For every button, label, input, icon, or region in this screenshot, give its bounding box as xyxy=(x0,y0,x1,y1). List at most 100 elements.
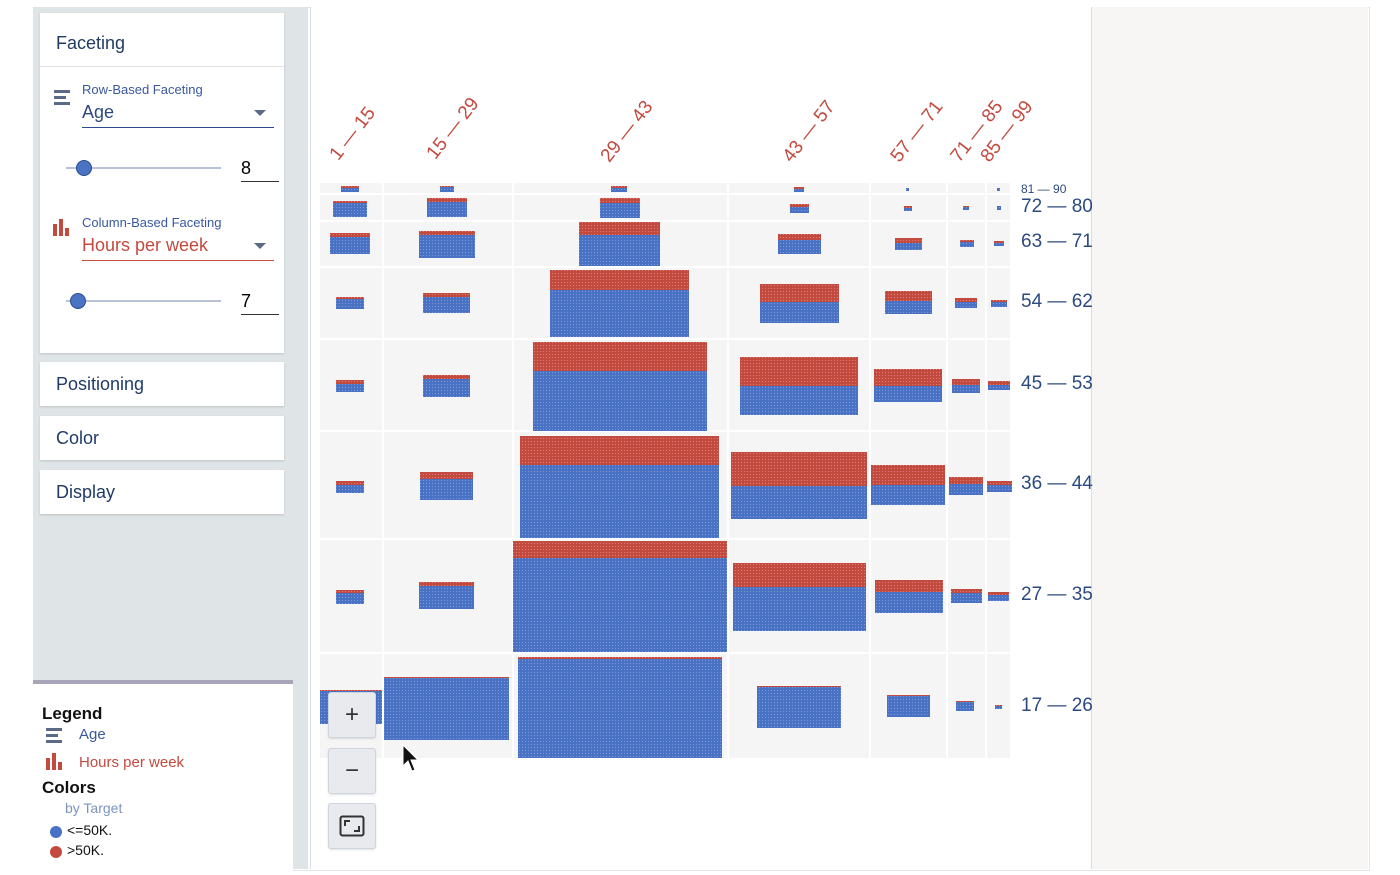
column-bins-input[interactable]: 7 xyxy=(241,291,279,315)
column-bins-slider-thumb[interactable] xyxy=(70,293,86,309)
dot-block-high[interactable] xyxy=(760,284,839,302)
dot-block-low[interactable] xyxy=(518,659,722,758)
dot-block-high[interactable] xyxy=(330,233,370,237)
dot-block-high[interactable] xyxy=(336,297,364,299)
dot-block-high[interactable] xyxy=(904,206,912,208)
dot-block-low[interactable] xyxy=(895,243,922,250)
dot-block-low[interactable] xyxy=(790,207,809,213)
dot-block-low[interactable] xyxy=(550,290,689,337)
dot-block-high[interactable] xyxy=(952,379,980,385)
dot-block-low[interactable] xyxy=(333,203,367,217)
dot-block-low[interactable] xyxy=(988,385,1010,390)
dot-block-high[interactable] xyxy=(579,222,660,235)
dot-block-low[interactable] xyxy=(533,371,707,431)
dot-block-high[interactable] xyxy=(333,201,367,203)
dot-block-low[interactable] xyxy=(960,242,974,247)
dot-block-low[interactable] xyxy=(513,558,727,652)
dot-block-high[interactable] xyxy=(778,234,821,240)
dot-block-low[interactable] xyxy=(988,595,1009,601)
dot-block-low[interactable] xyxy=(600,203,640,218)
dot-block-high[interactable] xyxy=(440,186,454,187)
dot-block-high[interactable] xyxy=(320,690,382,691)
dot-block-high[interactable] xyxy=(994,241,1004,243)
dot-block-low[interactable] xyxy=(733,587,866,631)
dot-block-high[interactable] xyxy=(733,563,866,587)
row-bins-input[interactable]: 8 xyxy=(241,158,279,182)
dot-block-high[interactable] xyxy=(988,592,1009,595)
dot-block-low[interactable] xyxy=(336,593,364,604)
dot-block-high[interactable] xyxy=(423,375,470,379)
dot-block-high[interactable] xyxy=(995,705,1002,706)
dot-block-low[interactable] xyxy=(871,485,945,505)
dot-block-high[interactable] xyxy=(887,695,930,696)
dot-block-high[interactable] xyxy=(336,590,364,593)
dot-block-high[interactable] xyxy=(423,293,470,297)
faceting-title[interactable]: Faceting xyxy=(56,33,126,53)
dot-block-low[interactable] xyxy=(987,485,1012,492)
dot-block-low[interactable] xyxy=(520,465,719,538)
dot-block-high[interactable] xyxy=(991,300,1007,302)
dot-block-high[interactable] xyxy=(419,231,475,235)
dot-block-high[interactable] xyxy=(949,477,983,484)
column-bins-slider[interactable] xyxy=(66,300,221,302)
dot-block-low[interactable] xyxy=(384,678,509,740)
dot-block-high[interactable] xyxy=(956,701,974,702)
dot-block-low[interactable] xyxy=(423,297,470,313)
dot-block-low[interactable] xyxy=(887,696,930,717)
dot-block-high[interactable] xyxy=(336,380,364,384)
dot-block-high[interactable] xyxy=(513,541,727,558)
dot-block-low[interactable] xyxy=(994,243,1004,246)
row-bins-slider[interactable] xyxy=(66,167,221,169)
dot-block-high[interactable] xyxy=(885,291,932,301)
dot-block-high[interactable] xyxy=(875,580,943,592)
dot-block-high[interactable] xyxy=(895,238,922,243)
dot-block-low[interactable] xyxy=(951,593,982,603)
dot-block-high[interactable] xyxy=(600,198,640,203)
dot-block-low[interactable] xyxy=(330,237,370,254)
dot-block-low[interactable] xyxy=(997,188,1000,191)
dot-block-low[interactable] xyxy=(757,687,841,728)
dot-block-high[interactable] xyxy=(963,206,969,207)
color-panel[interactable]: Color xyxy=(40,416,284,460)
dot-block-low[interactable] xyxy=(995,706,1002,709)
dot-block-high[interactable] xyxy=(611,186,627,188)
dot-block-high[interactable] xyxy=(384,677,509,678)
dot-block-high[interactable] xyxy=(987,481,1012,485)
dot-block-high[interactable] xyxy=(960,240,974,242)
dot-block-high[interactable] xyxy=(790,204,809,207)
dot-block-high[interactable] xyxy=(336,481,364,485)
dot-block-low[interactable] xyxy=(963,207,969,210)
dot-block-high[interactable] xyxy=(420,472,473,479)
dot-block-low[interactable] xyxy=(794,189,804,192)
dot-block-high[interactable] xyxy=(874,369,942,386)
dot-block-low[interactable] xyxy=(760,302,839,323)
zoom-out-button[interactable]: − xyxy=(328,748,376,794)
column-facet-select[interactable]: Hours per week xyxy=(82,234,274,261)
display-panel[interactable]: Display xyxy=(40,470,284,514)
dot-block-low[interactable] xyxy=(949,484,983,495)
fit-view-button[interactable] xyxy=(328,803,376,849)
dot-block-low[interactable] xyxy=(731,486,867,519)
dot-block-high[interactable] xyxy=(520,436,719,465)
dot-block-high[interactable] xyxy=(988,381,1010,385)
dot-block-low[interactable] xyxy=(336,384,364,392)
dot-block-low[interactable] xyxy=(440,187,454,192)
dot-block-low[interactable] xyxy=(740,386,858,415)
dot-block-high[interactable] xyxy=(419,582,474,586)
dot-block-low[interactable] xyxy=(952,385,980,393)
row-facet-select[interactable]: Age xyxy=(82,101,274,128)
dot-block-low[interactable] xyxy=(420,479,473,500)
dot-block-low[interactable] xyxy=(885,301,932,314)
dot-block-high[interactable] xyxy=(518,657,722,659)
dot-block-low[interactable] xyxy=(427,202,467,217)
dot-block-high[interactable] xyxy=(955,298,977,302)
dot-block-high[interactable] xyxy=(427,198,467,202)
dot-block-high[interactable] xyxy=(533,342,707,371)
dot-block-low[interactable] xyxy=(579,235,660,266)
dot-block-low[interactable] xyxy=(611,188,627,192)
dot-block-high[interactable] xyxy=(951,589,982,593)
zoom-in-button[interactable]: + xyxy=(328,692,376,738)
dot-block-low[interactable] xyxy=(341,188,359,192)
dot-block-low[interactable] xyxy=(955,302,977,308)
